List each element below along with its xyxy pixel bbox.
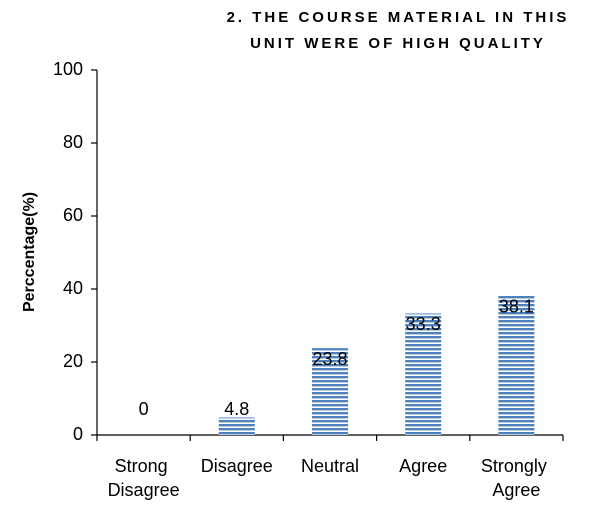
chart-title: UNIT WERE OF HIGH QUALITY xyxy=(250,35,546,52)
data-label: 23.8 xyxy=(312,349,347,369)
y-tick-label: 40 xyxy=(63,278,83,298)
y-tick-label: 0 xyxy=(73,424,83,444)
data-label: 0 xyxy=(139,399,149,419)
y-tick-label: 80 xyxy=(63,132,83,152)
bar xyxy=(312,348,348,435)
bar xyxy=(405,313,442,435)
y-tick-label: 20 xyxy=(63,351,83,371)
bar xyxy=(218,417,255,435)
chart-title: 2. THE COURSE MATERIAL IN THIS xyxy=(227,9,570,26)
y-axis-label: Perccentage(%) xyxy=(21,192,38,312)
data-label: 33.3 xyxy=(406,314,441,334)
data-label: 38.1 xyxy=(499,297,534,317)
x-tick-label: Strong Disagree xyxy=(108,456,180,500)
x-tick-label: Strongly Agree xyxy=(481,456,552,500)
x-tick-label: Agree xyxy=(399,456,447,476)
data-label: 4.8 xyxy=(224,399,249,419)
x-tick-label: Disagree xyxy=(201,456,273,476)
x-tick-label: Neutral xyxy=(301,456,359,476)
y-tick-label: 100 xyxy=(53,59,83,79)
bar xyxy=(498,295,535,435)
y-tick-label: 60 xyxy=(63,205,83,225)
